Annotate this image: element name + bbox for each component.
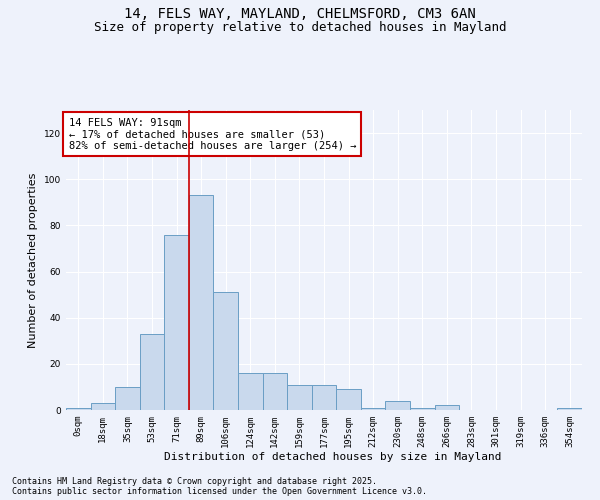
Bar <box>410 408 434 410</box>
Text: Contains public sector information licensed under the Open Government Licence v3: Contains public sector information licen… <box>12 487 427 496</box>
Bar <box>91 403 115 410</box>
Bar <box>263 373 287 410</box>
Bar <box>164 234 189 410</box>
Bar <box>287 384 312 410</box>
Text: Distribution of detached houses by size in Mayland: Distribution of detached houses by size … <box>164 452 502 462</box>
Bar <box>361 408 385 410</box>
Bar <box>66 408 91 410</box>
Bar <box>238 373 263 410</box>
Y-axis label: Number of detached properties: Number of detached properties <box>28 172 38 348</box>
Bar <box>115 387 140 410</box>
Bar <box>140 334 164 410</box>
Text: 14 FELS WAY: 91sqm
← 17% of detached houses are smaller (53)
82% of semi-detache: 14 FELS WAY: 91sqm ← 17% of detached hou… <box>68 118 356 150</box>
Bar <box>189 196 214 410</box>
Text: Contains HM Land Registry data © Crown copyright and database right 2025.: Contains HM Land Registry data © Crown c… <box>12 477 377 486</box>
Bar <box>557 408 582 410</box>
Text: 14, FELS WAY, MAYLAND, CHELMSFORD, CM3 6AN: 14, FELS WAY, MAYLAND, CHELMSFORD, CM3 6… <box>124 8 476 22</box>
Bar <box>434 406 459 410</box>
Bar <box>336 389 361 410</box>
Bar <box>312 384 336 410</box>
Text: Size of property relative to detached houses in Mayland: Size of property relative to detached ho… <box>94 21 506 34</box>
Bar <box>214 292 238 410</box>
Bar <box>385 401 410 410</box>
